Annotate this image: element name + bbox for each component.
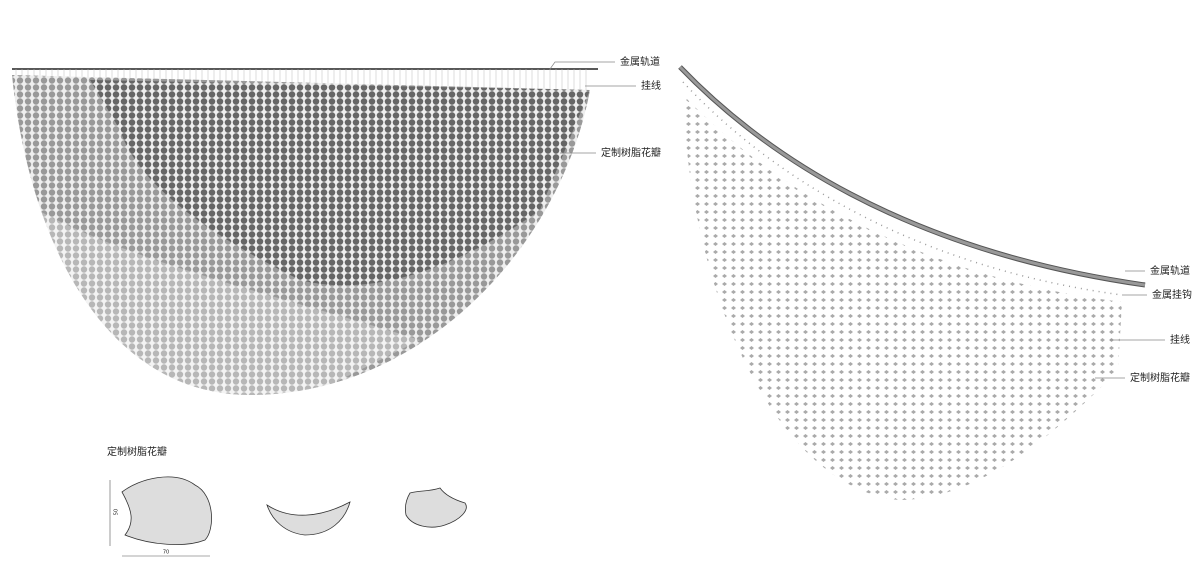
label: 定制树脂花瓣 [1130, 371, 1190, 384]
dim-label: 70 [163, 550, 169, 556]
label: 金属挂钩 [1152, 288, 1192, 301]
label: 挂线 [641, 79, 661, 92]
leader [549, 61, 615, 70]
left-elevation: 金属轨道 挂线 定制树脂花瓣 [12, 55, 661, 395]
petal-perspective [404, 487, 467, 528]
label: 定制树脂花瓣 [601, 146, 661, 159]
rail-face [678, 65, 1146, 287]
dim-label: 50 [114, 509, 120, 515]
petal-detail: 定制树脂花瓣 50 70 [107, 445, 467, 557]
petal-side [266, 501, 351, 536]
hang-lines [15, 69, 587, 90]
petal-mass [683, 95, 1122, 500]
label: 金属轨道 [1150, 264, 1190, 277]
label: 金属轨道 [620, 55, 660, 68]
petal-dots [12, 75, 590, 395]
petal-plan [121, 476, 212, 545]
detail-title: 定制树脂花瓣 [107, 445, 167, 458]
label: 挂线 [1170, 333, 1190, 346]
right-view: 金属轨道 金属挂钩 挂线 定制树脂花瓣 [678, 65, 1192, 500]
